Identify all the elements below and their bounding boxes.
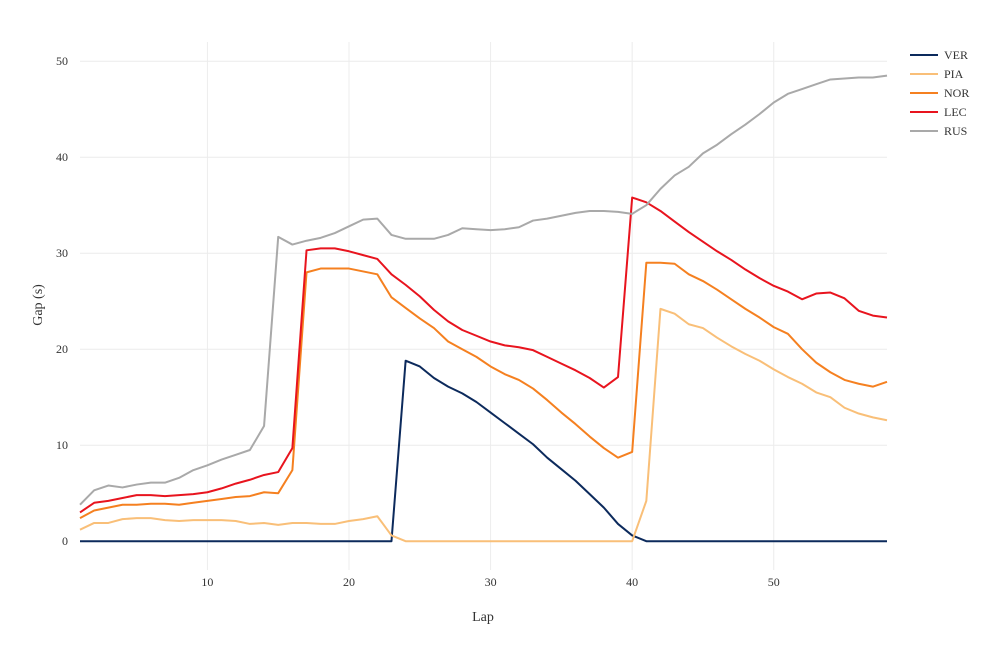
y-tick-label: 0 [62, 534, 68, 548]
series-line-pia [79, 307, 888, 543]
series-lines [79, 74, 888, 543]
series-line-rus [79, 74, 888, 506]
legend-label-ver: VER [944, 48, 968, 62]
legend-label-rus: RUS [944, 124, 967, 138]
x-tick-label: 30 [485, 575, 497, 589]
series-line-ver [80, 359, 887, 543]
x-axis-title: Lap [472, 610, 494, 625]
y-axis-title: Gap (s) [31, 284, 46, 326]
y-tick-label: 50 [56, 54, 68, 68]
y-tick-label: 40 [56, 150, 68, 164]
x-tick-label: 50 [768, 575, 780, 589]
tick-labels: 10 20 30 40 50 0 10 20 30 40 50 [56, 54, 780, 589]
y-tick-label: 20 [56, 342, 68, 356]
x-tick-label: 10 [201, 575, 213, 589]
series-line-nor [79, 261, 888, 520]
grid-lines [80, 42, 887, 570]
legend: VER PIA NOR LEC RUS [910, 48, 969, 138]
legend-label-nor: NOR [944, 86, 969, 100]
y-tick-label: 10 [56, 438, 68, 452]
x-tick-label: 40 [626, 575, 638, 589]
y-tick-label: 30 [56, 246, 68, 260]
x-tick-label: 20 [343, 575, 355, 589]
series-line-lec [79, 196, 888, 514]
legend-label-lec: LEC [944, 105, 967, 119]
legend-label-pia: PIA [944, 67, 964, 81]
